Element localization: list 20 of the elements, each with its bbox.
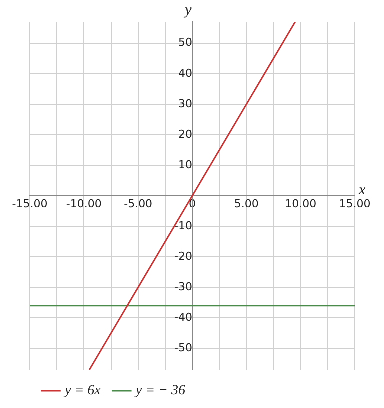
- x-tick-label: 5.00: [234, 197, 259, 210]
- legend-label: y = − 36: [134, 384, 186, 399]
- y-tick-label: 40: [178, 66, 192, 80]
- x-tick-label: -15.00: [12, 197, 48, 210]
- y-tick-label: 30: [178, 97, 192, 110]
- y-tick-label: 10: [178, 158, 192, 172]
- x-tick-label: 10.00: [285, 197, 317, 210]
- y-tick-label: -10: [174, 219, 192, 232]
- y-axis-title: y: [183, 2, 192, 18]
- x-tick-label: -5.00: [124, 197, 153, 210]
- x-tick-label: 15.00: [339, 197, 371, 210]
- y-tick-label: -30: [174, 280, 192, 294]
- y-tick-label: -20: [174, 250, 192, 263]
- y-tick-label: 20: [178, 128, 192, 141]
- legend-label: y = 6x: [63, 384, 102, 399]
- x-axis-title: x: [358, 182, 366, 198]
- y-tick-label: -40: [174, 310, 192, 324]
- x-tick-label: -10.00: [66, 197, 102, 210]
- y-tick-label: -50: [174, 341, 192, 354]
- y-tick-label: 50: [178, 36, 192, 50]
